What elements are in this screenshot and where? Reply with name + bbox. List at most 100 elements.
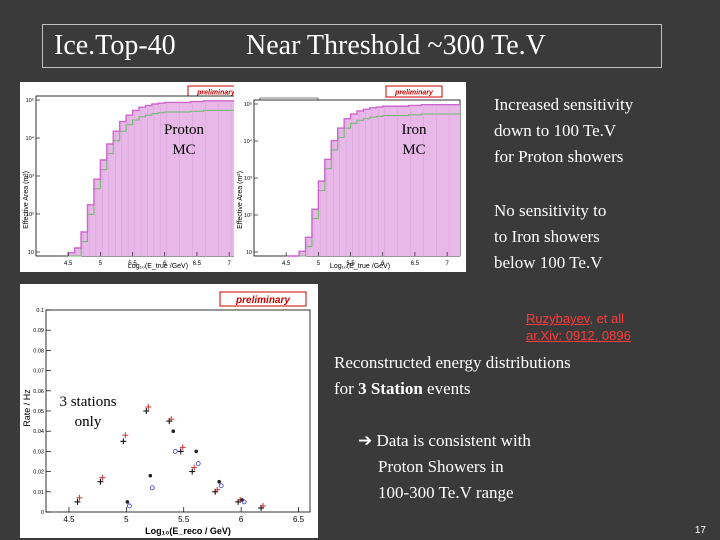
y-axis-label: Effective Area (m²) <box>237 171 244 229</box>
sensitivity-note-iron: No sensitivity to to Iron showers below … <box>494 198 714 276</box>
y-tick-label: 0.04 <box>33 429 44 435</box>
overlay-line1: 3 stations <box>59 394 117 410</box>
data-point <box>126 503 132 509</box>
sensitivity-note-proton: Increased sensitivity down to 100 Te.V f… <box>494 92 714 170</box>
x-tick-label: 4.5 <box>63 515 75 524</box>
x-tick-label: 6.5 <box>293 515 305 524</box>
proton-mc-label: Proton MC <box>156 120 212 160</box>
y-tick-label: 0 <box>41 510 44 516</box>
text-line: for 3 Station events <box>334 376 714 402</box>
text-line: for Proton showers <box>494 147 624 166</box>
series-step-green <box>68 109 242 257</box>
text-line: Increased sensitivity <box>494 95 634 114</box>
y-axis-label: Rate / Hz <box>22 389 32 427</box>
overlay-line1: Iron <box>401 122 427 138</box>
rate-chart: preliminary Rate / Hz Log₁₀(E_reco / GeV… <box>22 291 311 536</box>
data-point <box>240 498 244 502</box>
x-tick-label: 5.5 <box>178 515 190 524</box>
text-line: Reconstructed energy distributions <box>334 353 571 372</box>
text-line: Proton Showers in <box>378 457 504 476</box>
x-axis-label: Log₁₀(E_true /GeV) <box>128 263 188 270</box>
x-tick-label: 6.5 <box>411 261 420 267</box>
iron-effective-area-panel: preliminary Effective Area (m²) Log₁₀(E_… <box>234 82 466 272</box>
three-stations-label: 3 stations only <box>56 392 120 432</box>
slide-title-left: Ice.Top-40 <box>54 30 176 61</box>
y-tick-label: 10³ <box>244 176 252 182</box>
data-point <box>241 499 247 505</box>
proton-chart: preliminary Effective Area (m²) Log₁₀(E_… <box>23 85 245 270</box>
text-line: ➔ Data is consistent with <box>358 428 708 454</box>
x-axis-label: Log₁₀(E_true /GeV) <box>330 263 390 270</box>
text-line: to Iron showers <box>494 227 600 246</box>
slide-title-right: Near Threshold ~300 Te.V <box>246 30 546 61</box>
arrow-right-icon: ➔ <box>358 431 373 451</box>
overlay-line2: MC <box>172 142 196 158</box>
y-tick-label: 0.01 <box>33 490 44 496</box>
iron-mc-label: Iron MC <box>386 120 442 160</box>
overlay-line2: MC <box>402 142 426 158</box>
x-tick-label: 4.5 <box>64 261 73 267</box>
area-fill <box>286 104 460 257</box>
series-step-outline <box>67 100 242 256</box>
data-point <box>194 449 199 454</box>
x-tick-label: 4.5 <box>282 261 291 267</box>
citation-author-link[interactable]: Ruzybayev <box>526 311 590 326</box>
consistent-line1: Data is consistent with <box>372 431 531 450</box>
y-tick-label: 10 <box>246 250 252 256</box>
reco-description: Reconstructed energy distributions for 3… <box>334 350 714 402</box>
page-number: 17 <box>694 525 706 536</box>
y-tick-label: 10⁵ <box>26 97 34 104</box>
data-point <box>125 500 130 504</box>
data-point <box>195 461 201 466</box>
overlay-line1: Proton <box>163 122 204 138</box>
x-tick-label: 5.5 <box>346 261 355 267</box>
reco-prefix: for <box>334 379 359 398</box>
x-tick-label: 5 <box>317 261 321 267</box>
y-tick-label: 0.02 <box>33 470 44 476</box>
preliminary-badge: preliminary <box>196 90 236 97</box>
x-tick-label: 6 <box>163 261 167 267</box>
y-tick-label: 0.09 <box>33 328 44 334</box>
x-tick-label: 5 <box>99 261 103 267</box>
area-fill <box>68 100 242 256</box>
reco-suffix: events <box>422 379 471 398</box>
y-tick-label: 10 <box>28 250 34 256</box>
data-point <box>217 479 221 484</box>
series-step-outline <box>286 103 460 257</box>
y-tick-label: 0.08 <box>33 348 44 354</box>
plot-frame <box>45 309 311 513</box>
reco-bold: 3 Station <box>358 379 423 398</box>
x-axis-label: Log₁₀(E_reco / GeV) <box>145 526 231 536</box>
proton-effective-area-panel: preliminary Effective Area (m²) Log₁₀(E_… <box>20 82 248 272</box>
badge-frame <box>385 85 443 98</box>
x-tick-label: 6 <box>381 261 385 267</box>
text-line: below 100 Te.V <box>494 253 603 272</box>
data-point <box>148 473 153 478</box>
text-line: 100-300 Te.V range <box>378 483 514 502</box>
x-tick-label: 6.5 <box>193 261 202 267</box>
badge-frame <box>219 291 307 307</box>
y-tick-label: 10² <box>244 213 252 219</box>
y-tick-label: 10⁴ <box>244 138 253 145</box>
y-tick-label: 0.07 <box>33 369 44 375</box>
data-point <box>149 485 155 491</box>
data-point <box>171 429 176 433</box>
y-tick-label: 10³ <box>26 174 34 180</box>
iron-chart: preliminary Effective Area (m²) Log₁₀(E_… <box>237 85 461 270</box>
preliminary-badge: preliminary <box>235 295 290 306</box>
citation-line1: Ruzybayev, et all <box>526 310 716 327</box>
data-point <box>218 483 224 489</box>
reco-energy-rate-panel: preliminary Rate / Hz Log₁₀(E_reco / GeV… <box>20 284 318 538</box>
text-line: down to 100 Te.V <box>494 121 617 140</box>
x-tick-label: 5 <box>124 515 129 524</box>
citation-etal: , et all <box>589 311 625 326</box>
x-tick-label: 6 <box>239 515 244 524</box>
y-tick-label: 10⁴ <box>26 135 35 142</box>
x-tick-label: 5.5 <box>128 261 137 267</box>
preliminary-badge: preliminary <box>394 90 434 97</box>
citation-arxiv-link[interactable]: ar.Xiv: 0912. 0896 <box>526 328 631 343</box>
y-tick-label: 10² <box>26 212 34 218</box>
y-tick-label: 0.03 <box>33 449 44 455</box>
y-tick-label: 10⁵ <box>244 101 252 108</box>
